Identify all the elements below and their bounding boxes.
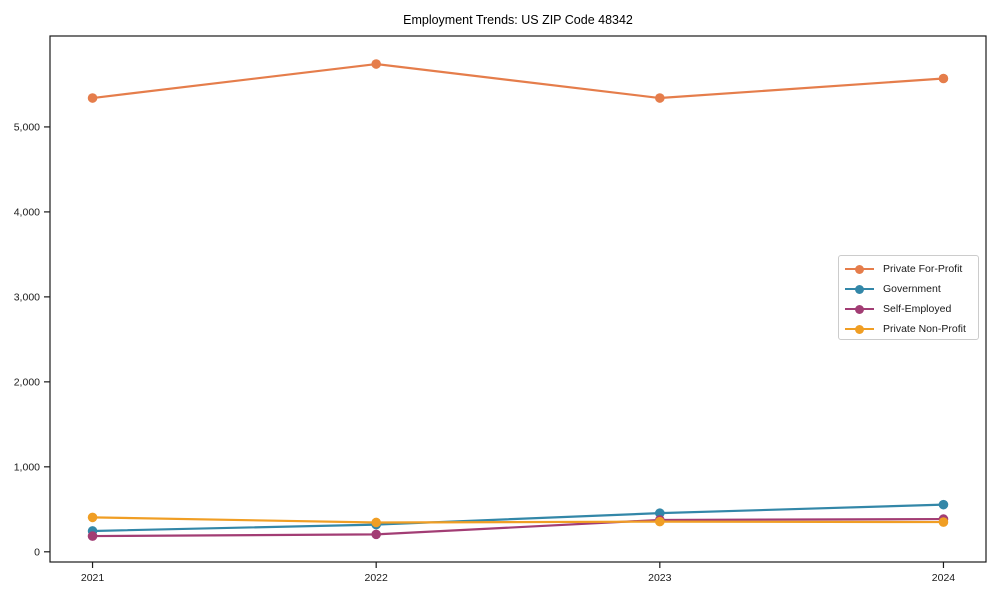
svg-text:2024: 2024 (932, 572, 956, 584)
legend-item-private-for-profit: Private For-Profit (845, 259, 978, 279)
legend-item-self-employed: Self-Employed (845, 299, 978, 319)
legend: Private For-Profit Government Self-Emplo… (838, 255, 979, 340)
legend-label: Government (883, 283, 941, 295)
svg-text:0: 0 (34, 547, 40, 559)
svg-text:2022: 2022 (365, 572, 389, 584)
legend-marker-government (845, 284, 874, 294)
svg-text:3,000: 3,000 (14, 292, 40, 304)
legend-item-private-non-profit: Private Non-Profit (845, 319, 978, 339)
legend-marker-self-employed (845, 304, 874, 314)
svg-text:5,000: 5,000 (14, 122, 40, 134)
legend-label: Private Non-Profit (883, 323, 966, 335)
svg-text:1,000: 1,000 (14, 462, 40, 474)
legend-marker-private-for-profit (845, 264, 874, 274)
svg-text:2021: 2021 (81, 572, 105, 584)
legend-label: Private For-Profit (883, 263, 963, 275)
svg-text:4,000: 4,000 (14, 207, 40, 219)
chart-title: Employment Trends: US ZIP Code 48342 (403, 13, 633, 27)
legend-item-government: Government (845, 279, 978, 299)
svg-text:2023: 2023 (648, 572, 672, 584)
svg-text:2,000: 2,000 (14, 377, 40, 389)
legend-label: Self-Employed (883, 303, 952, 315)
legend-marker-private-non-profit (845, 324, 874, 334)
